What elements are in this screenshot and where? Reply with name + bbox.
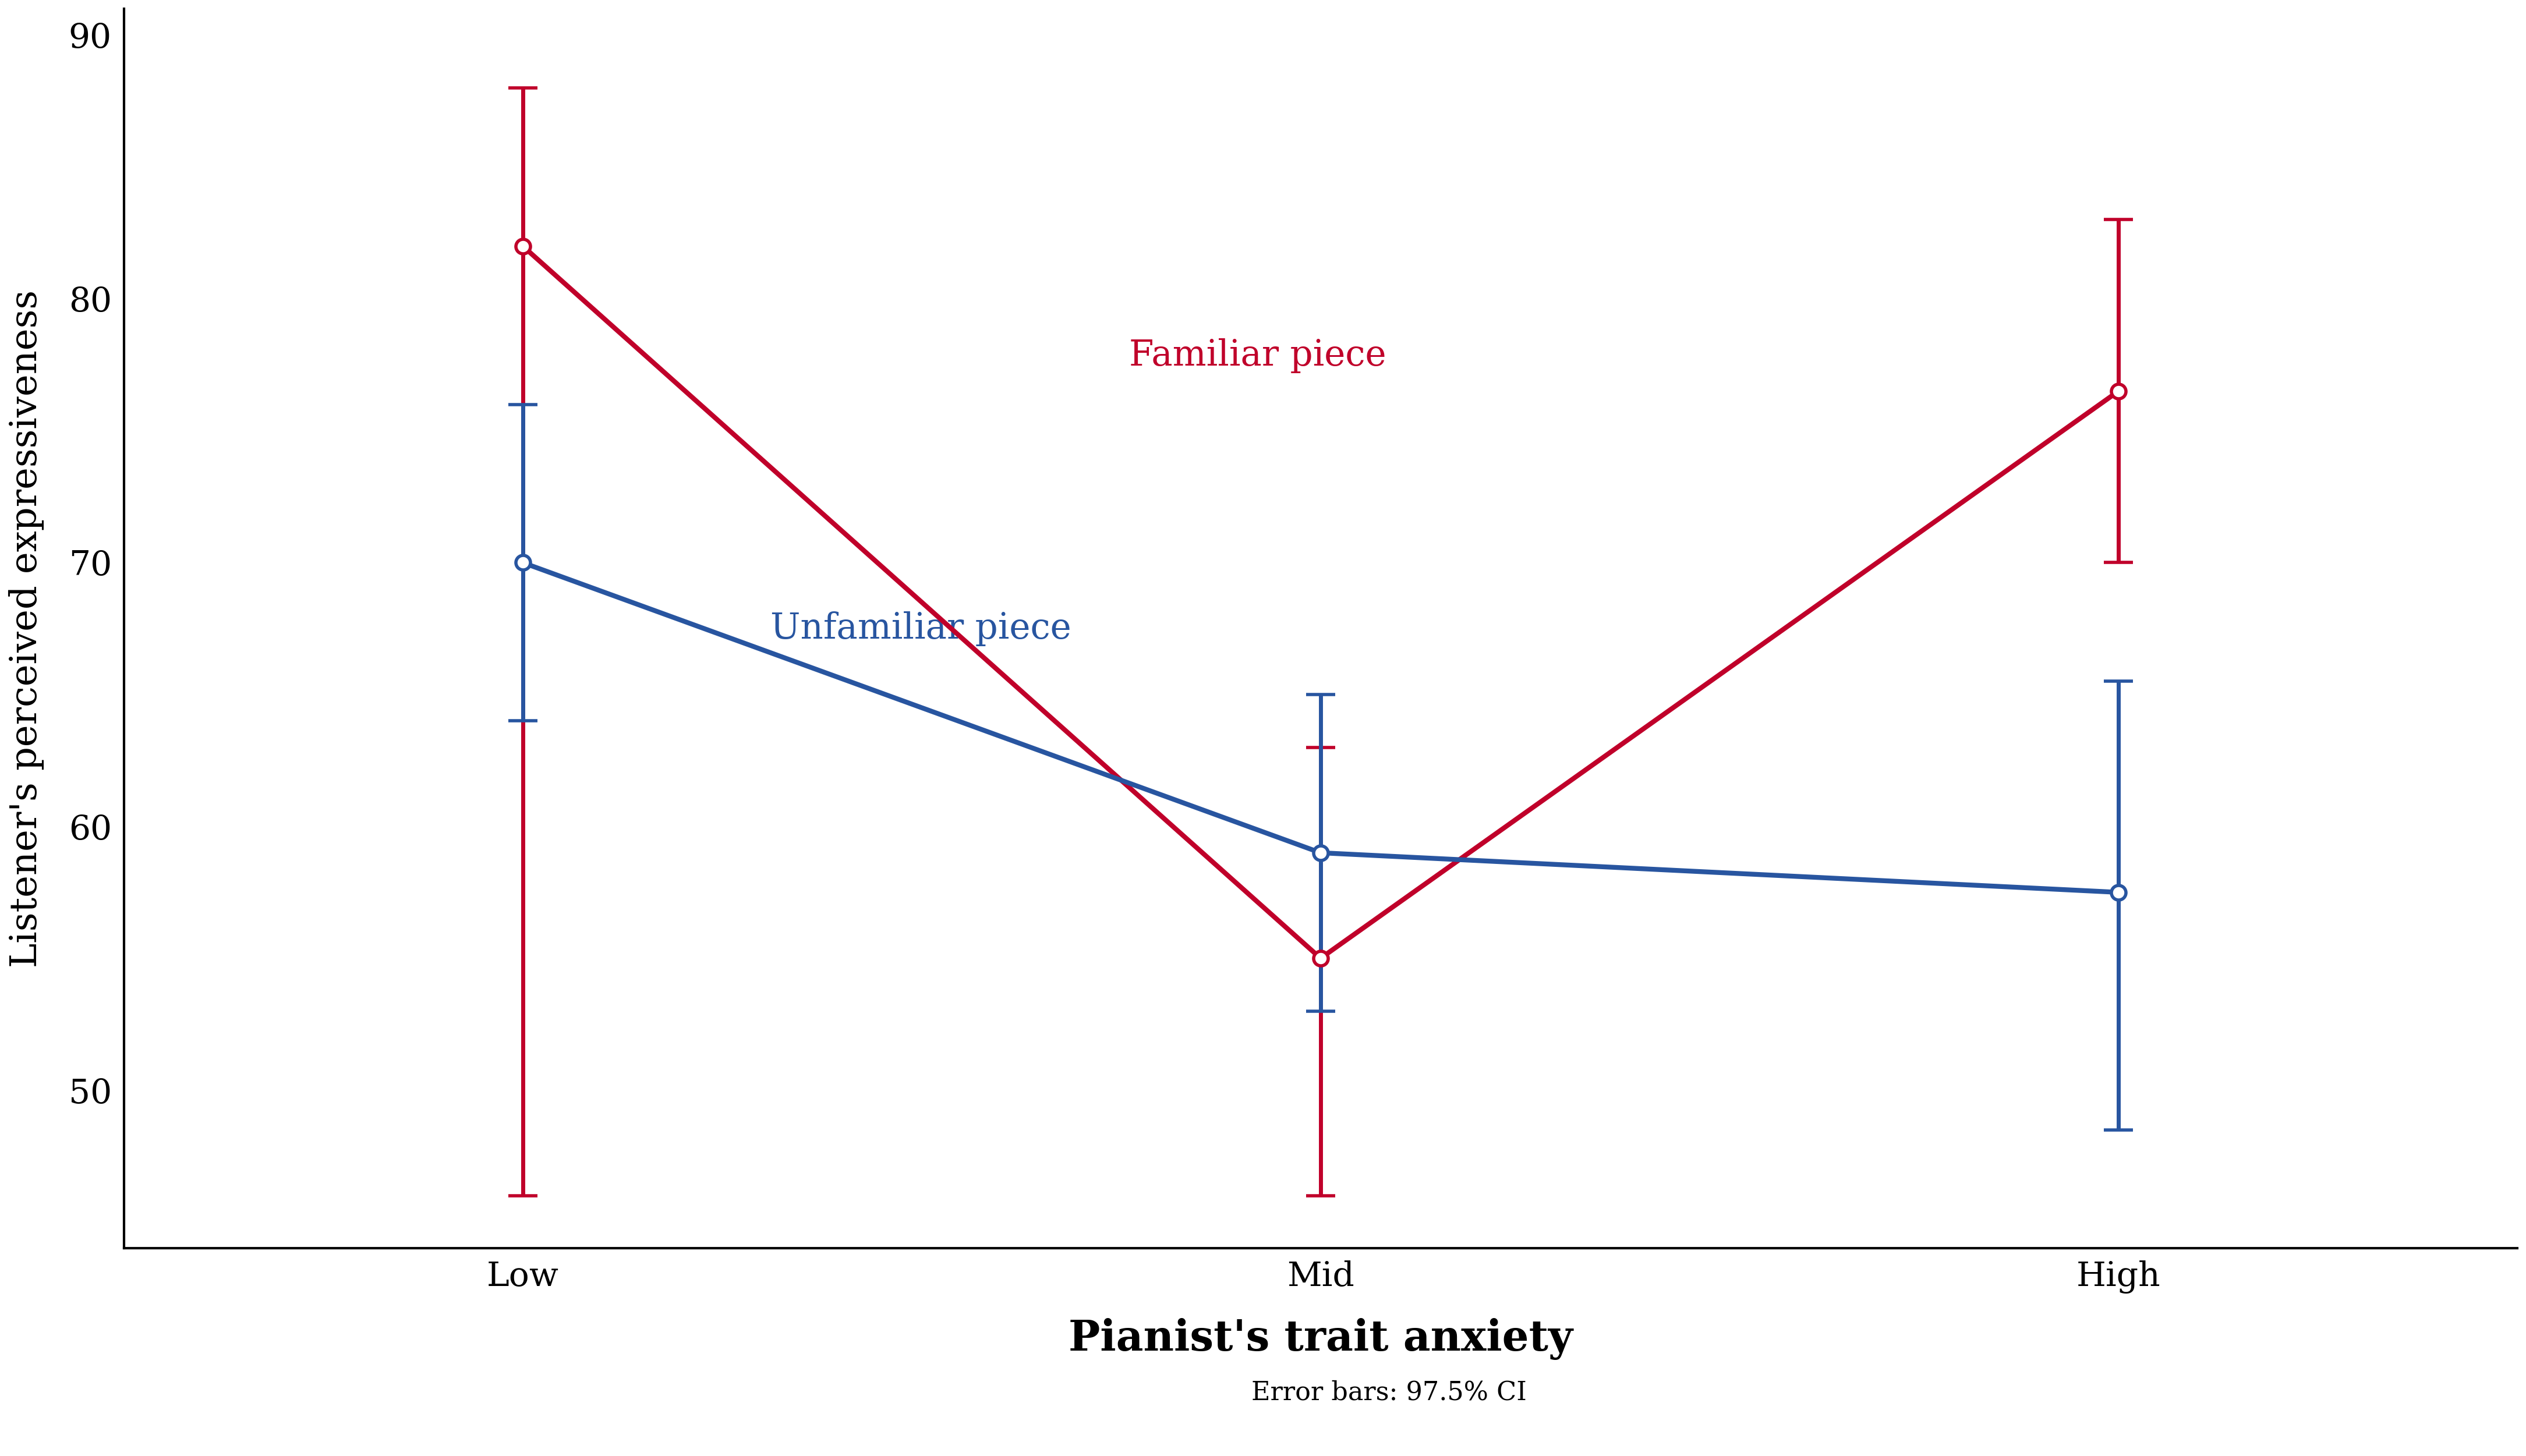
Text: Error bars: 97.5% CI: Error bars: 97.5% CI (1250, 1380, 1528, 1405)
Y-axis label: Listener's perceived expressiveness: Listener's perceived expressiveness (8, 290, 45, 967)
Text: Familiar piece: Familiar piece (1129, 338, 1387, 373)
X-axis label: Pianist's trait anxiety: Pianist's trait anxiety (1068, 1318, 1574, 1360)
Text: Unfamiliar piece: Unfamiliar piece (770, 612, 1071, 646)
